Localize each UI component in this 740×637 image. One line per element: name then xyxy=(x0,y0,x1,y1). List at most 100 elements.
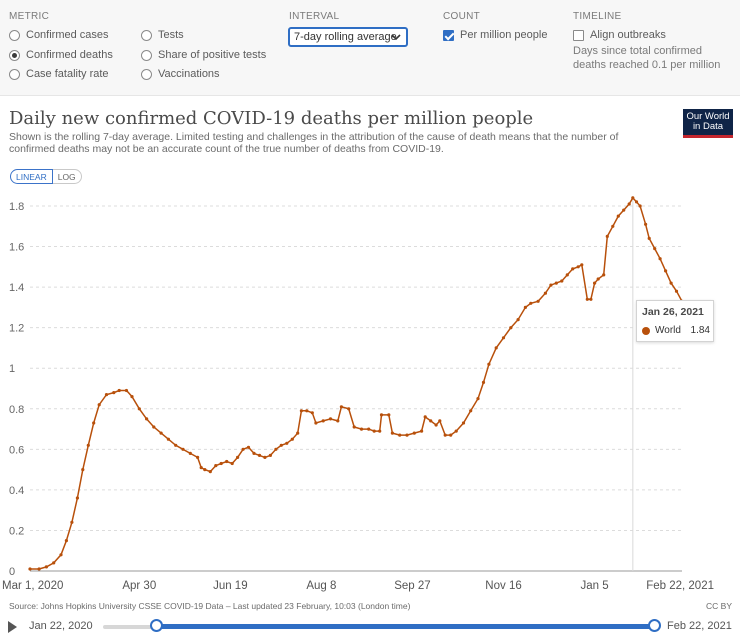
data-point[interactable] xyxy=(501,336,506,340)
data-point[interactable] xyxy=(321,419,325,423)
data-point[interactable] xyxy=(359,427,364,431)
data-point[interactable] xyxy=(423,415,427,419)
data-point[interactable] xyxy=(372,429,376,433)
play-icon[interactable] xyxy=(8,621,17,633)
data-point[interactable] xyxy=(152,425,156,429)
data-point[interactable] xyxy=(166,437,170,441)
data-point[interactable] xyxy=(443,433,447,437)
metric-option-share-positive-tests[interactable]: Share of positive tests xyxy=(141,49,266,61)
data-point[interactable] xyxy=(104,393,109,397)
series-line[interactable] xyxy=(30,196,683,570)
align-outbreaks-checkbox[interactable]: Align outbreaks xyxy=(573,29,666,41)
data-point[interactable] xyxy=(494,346,498,350)
data-point[interactable] xyxy=(92,421,96,425)
data-point[interactable] xyxy=(130,395,134,399)
data-point[interactable] xyxy=(469,409,473,413)
data-point[interactable] xyxy=(117,388,121,393)
checkbox-icon[interactable] xyxy=(573,29,584,41)
data-point[interactable] xyxy=(405,433,409,437)
data-point[interactable] xyxy=(429,419,433,423)
data-point[interactable] xyxy=(37,567,41,571)
radio-icon[interactable] xyxy=(141,68,152,80)
radio-icon[interactable] xyxy=(141,29,152,41)
data-point[interactable] xyxy=(454,429,458,433)
data-point[interactable] xyxy=(124,388,129,393)
data-point[interactable] xyxy=(188,451,192,455)
data-point[interactable] xyxy=(352,425,356,429)
data-point[interactable] xyxy=(230,461,234,466)
data-point[interactable] xyxy=(379,413,384,417)
data-point[interactable] xyxy=(246,445,251,449)
data-point[interactable] xyxy=(241,447,245,451)
metric-option-vaccinations[interactable]: Vaccinations xyxy=(141,68,220,80)
data-point[interactable] xyxy=(390,431,394,435)
data-point[interactable] xyxy=(420,429,424,433)
data-point[interactable] xyxy=(86,443,90,447)
data-point[interactable] xyxy=(181,447,185,451)
data-point[interactable] xyxy=(64,539,68,543)
data-point[interactable] xyxy=(199,466,203,470)
data-point[interactable] xyxy=(565,273,569,277)
data-point[interactable] xyxy=(658,257,662,261)
data-point[interactable] xyxy=(347,407,351,411)
checkbox-checked-icon[interactable] xyxy=(443,29,454,41)
data-point[interactable] xyxy=(653,247,657,251)
data-point[interactable] xyxy=(203,468,207,472)
data-point[interactable] xyxy=(627,202,631,206)
data-point[interactable] xyxy=(339,405,343,409)
data-point[interactable] xyxy=(299,409,303,413)
data-point[interactable] xyxy=(634,200,639,204)
metric-option-case-fatality-rate[interactable]: Case fatality rate xyxy=(9,68,109,80)
data-point[interactable] xyxy=(137,407,141,411)
data-point[interactable] xyxy=(438,419,442,423)
data-point[interactable] xyxy=(461,421,466,425)
data-point[interactable] xyxy=(296,431,300,435)
data-point[interactable] xyxy=(622,208,626,212)
data-point[interactable] xyxy=(59,553,63,557)
license-link[interactable]: CC BY xyxy=(706,601,732,611)
radio-icon[interactable] xyxy=(9,68,20,80)
data-point[interactable] xyxy=(159,431,163,435)
data-point[interactable] xyxy=(554,281,558,285)
data-point[interactable] xyxy=(585,297,589,301)
data-point[interactable] xyxy=(208,470,212,474)
data-point[interactable] xyxy=(214,464,218,468)
data-point[interactable] xyxy=(279,443,283,447)
data-point[interactable] xyxy=(549,283,553,287)
data-point[interactable] xyxy=(257,453,262,457)
data-point[interactable] xyxy=(328,417,333,421)
data-point[interactable] xyxy=(367,427,371,431)
data-point[interactable] xyxy=(252,451,256,455)
data-point[interactable] xyxy=(70,520,74,524)
data-point[interactable] xyxy=(145,417,149,421)
data-point[interactable] xyxy=(664,269,668,273)
data-point[interactable] xyxy=(219,461,223,466)
data-point[interactable] xyxy=(274,447,278,451)
data-point[interactable] xyxy=(638,204,642,208)
data-point[interactable] xyxy=(576,265,580,269)
data-point[interactable] xyxy=(314,421,318,425)
data-point[interactable] xyxy=(97,403,101,407)
data-point[interactable] xyxy=(434,423,438,427)
data-point[interactable] xyxy=(225,459,229,464)
per-million-checkbox[interactable]: Per million people xyxy=(443,29,547,41)
data-point[interactable] xyxy=(647,236,651,240)
data-point[interactable] xyxy=(674,289,679,293)
metric-option-confirmed-cases[interactable]: Confirmed cases xyxy=(9,29,109,41)
data-point[interactable] xyxy=(305,409,309,413)
data-point[interactable] xyxy=(536,299,540,303)
data-point[interactable] xyxy=(412,431,416,435)
data-point[interactable] xyxy=(596,277,600,281)
data-point[interactable] xyxy=(174,443,178,447)
data-point[interactable] xyxy=(611,224,615,228)
data-point[interactable] xyxy=(644,222,648,226)
data-point[interactable] xyxy=(44,565,49,569)
data-point[interactable] xyxy=(602,273,606,277)
data-point[interactable] xyxy=(580,263,584,267)
data-point[interactable] xyxy=(196,455,200,459)
data-point[interactable] xyxy=(571,267,575,271)
data-point[interactable] xyxy=(52,561,56,565)
data-point[interactable] xyxy=(529,301,533,305)
data-point[interactable] xyxy=(560,279,564,283)
data-point[interactable] xyxy=(387,413,391,417)
